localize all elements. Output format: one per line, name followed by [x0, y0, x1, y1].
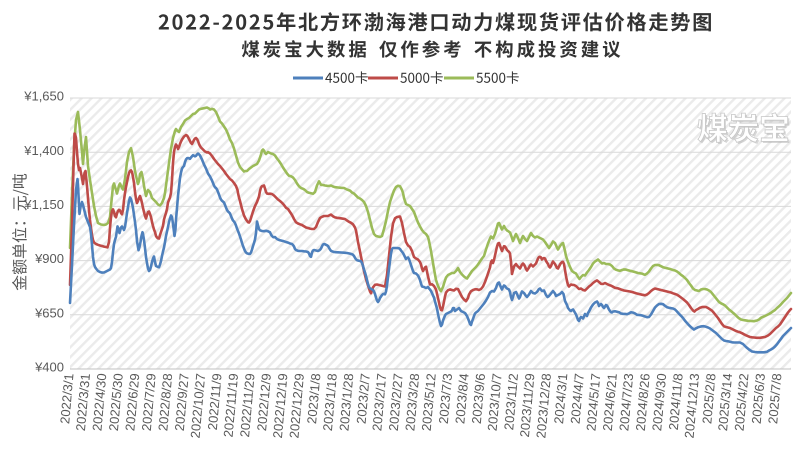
svg-text:2024/9/30: 2024/9/30 — [649, 373, 669, 432]
svg-text:2023/11/2: 2023/11/2 — [501, 373, 521, 431]
svg-text:2023/8/4: 2023/8/4 — [452, 373, 471, 425]
svg-text:2022/10/27: 2022/10/27 — [188, 373, 209, 439]
svg-text:¥650: ¥650 — [34, 305, 64, 320]
svg-text:2023/2/17: 2023/2/17 — [369, 373, 389, 432]
svg-text:2024/12/13: 2024/12/13 — [682, 373, 703, 439]
svg-text:¥1,400: ¥1,400 — [23, 143, 64, 158]
svg-text:2022/4/30: 2022/4/30 — [89, 373, 109, 432]
svg-text:2022/5/30: 2022/5/30 — [106, 373, 126, 432]
svg-text:2024/3/1: 2024/3/1 — [551, 373, 570, 425]
svg-text:2023/3/28: 2023/3/28 — [402, 373, 422, 432]
svg-text:2025/2/8: 2025/2/8 — [699, 373, 718, 425]
svg-text:2023/10/7: 2023/10/7 — [485, 373, 505, 432]
svg-text:2023/7/3: 2023/7/3 — [436, 373, 455, 425]
svg-text:2023/1/8: 2023/1/8 — [304, 373, 323, 425]
svg-text:2023/2/7: 2023/2/7 — [353, 373, 372, 425]
svg-text:2022/8/28: 2022/8/28 — [155, 373, 175, 432]
svg-text:2023/1/28: 2023/1/28 — [336, 373, 356, 432]
svg-text:¥1,150: ¥1,150 — [23, 197, 64, 212]
svg-text:2025/6/3: 2025/6/3 — [749, 373, 768, 425]
svg-text:2024/4/7: 2024/4/7 — [568, 373, 587, 425]
svg-text:2022/3/31: 2022/3/31 — [73, 373, 93, 432]
svg-text:2025/4/22: 2025/4/22 — [732, 373, 752, 432]
svg-text:2024/11/8: 2024/11/8 — [666, 373, 686, 431]
svg-text:2022/3/1: 2022/3/1 — [57, 373, 76, 425]
svg-text:2023/11/29: 2023/11/29 — [517, 373, 538, 438]
svg-text:2022/11/9: 2022/11/9 — [205, 373, 225, 431]
svg-text:2022/12/9: 2022/12/9 — [254, 373, 274, 432]
svg-text:¥400: ¥400 — [34, 360, 64, 375]
svg-text:2024/6/21: 2024/6/21 — [600, 373, 620, 432]
svg-text:2022/7/29: 2022/7/29 — [139, 373, 159, 432]
svg-text:2022/12/19: 2022/12/19 — [270, 373, 291, 439]
svg-text:¥1,650: ¥1,650 — [23, 89, 64, 104]
svg-text:2023/2/27: 2023/2/27 — [386, 373, 406, 432]
svg-text:2022/12/29: 2022/12/29 — [286, 373, 307, 439]
svg-text:2024/8/26: 2024/8/26 — [633, 373, 653, 432]
svg-text:2024/7/23: 2024/7/23 — [616, 373, 636, 432]
svg-text:2023/1/18: 2023/1/18 — [320, 373, 340, 432]
svg-text:2022/9/27: 2022/9/27 — [172, 373, 192, 432]
svg-text:2022/6/29: 2022/6/29 — [122, 373, 142, 432]
svg-text:¥900: ¥900 — [34, 251, 64, 266]
svg-text:2025/3/14: 2025/3/14 — [715, 373, 735, 432]
svg-text:2022/11/19: 2022/11/19 — [221, 373, 242, 438]
svg-text:2023/9/6: 2023/9/6 — [469, 373, 488, 425]
svg-text:2025/7/8: 2025/7/8 — [765, 373, 784, 425]
svg-text:2022/11/29: 2022/11/29 — [237, 373, 258, 438]
svg-text:2023/12/28: 2023/12/28 — [533, 373, 554, 439]
svg-text:2024/5/17: 2024/5/17 — [583, 373, 603, 432]
svg-text:2023/5/12: 2023/5/12 — [419, 373, 439, 432]
